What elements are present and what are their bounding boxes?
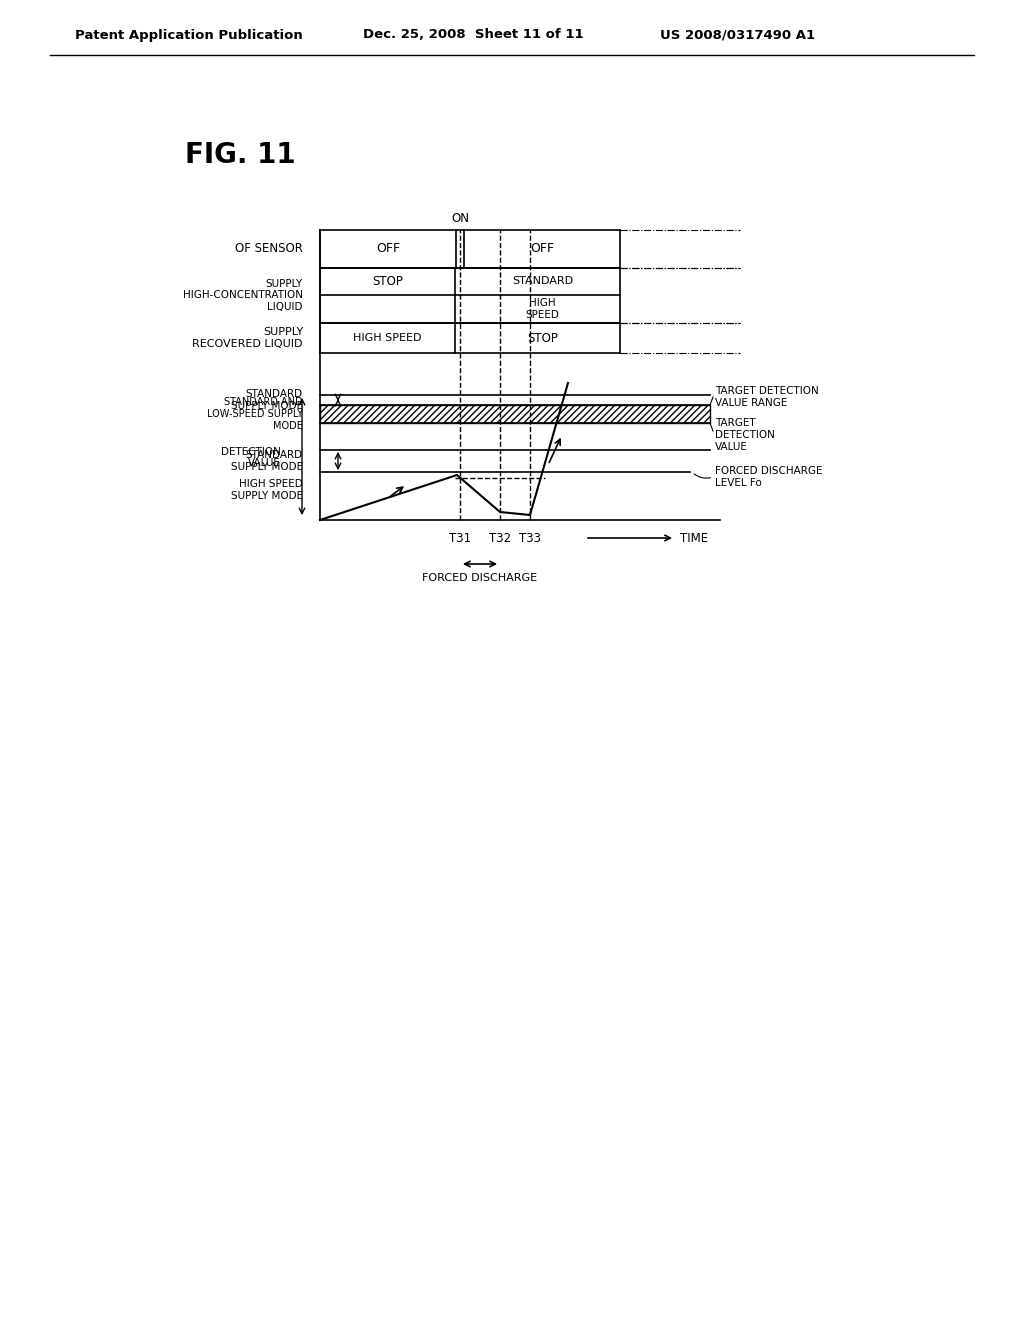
Text: HIGH
SPEED: HIGH SPEED [525, 298, 559, 319]
Text: STANDARD: STANDARD [512, 276, 573, 286]
Text: TIME: TIME [680, 532, 709, 544]
Text: ON: ON [451, 211, 469, 224]
Text: OFF: OFF [530, 243, 554, 256]
Text: STANDARD
SUPPLY MODE: STANDARD SUPPLY MODE [230, 450, 303, 471]
Text: Patent Application Publication: Patent Application Publication [75, 29, 303, 41]
Bar [319, 405, 710, 422]
Text: Dec. 25, 2008  Sheet 11 of 11: Dec. 25, 2008 Sheet 11 of 11 [362, 29, 584, 41]
Text: FIG. 11: FIG. 11 [185, 141, 296, 169]
Text: TARGET DETECTION
VALUE RANGE: TARGET DETECTION VALUE RANGE [715, 387, 819, 408]
Text: SUPPLY
RECOVERED LIQUID: SUPPLY RECOVERED LIQUID [193, 327, 303, 348]
Text: SUPPLY
HIGH-CONCENTRATION
LIQUID: SUPPLY HIGH-CONCENTRATION LIQUID [183, 279, 303, 312]
Text: FORCED DISCHARGE
LEVEL Fo: FORCED DISCHARGE LEVEL Fo [715, 466, 822, 488]
Text: DETECTION
VALUE: DETECTION VALUE [221, 446, 281, 469]
Text: HIGH SPEED
SUPPLY MODE: HIGH SPEED SUPPLY MODE [230, 479, 303, 500]
Text: FORCED DISCHARGE: FORCED DISCHARGE [423, 573, 538, 583]
Text: T33: T33 [519, 532, 541, 544]
Text: OFF: OFF [376, 243, 400, 256]
Text: US 2008/0317490 A1: US 2008/0317490 A1 [660, 29, 815, 41]
Text: STOP: STOP [527, 331, 558, 345]
Text: STANDARD AND
LOW-SPEED SUPPLY
MODE: STANDARD AND LOW-SPEED SUPPLY MODE [207, 397, 303, 430]
Text: OF SENSOR: OF SENSOR [236, 243, 303, 256]
Text: TARGET
DETECTION
VALUE: TARGET DETECTION VALUE [715, 418, 775, 451]
Text: HIGH SPEED: HIGH SPEED [353, 333, 422, 343]
Text: STANDARD
SUPPLY MODE: STANDARD SUPPLY MODE [230, 389, 303, 411]
Text: T32: T32 [488, 532, 511, 544]
Text: STOP: STOP [372, 275, 402, 288]
Text: T31: T31 [449, 532, 471, 544]
